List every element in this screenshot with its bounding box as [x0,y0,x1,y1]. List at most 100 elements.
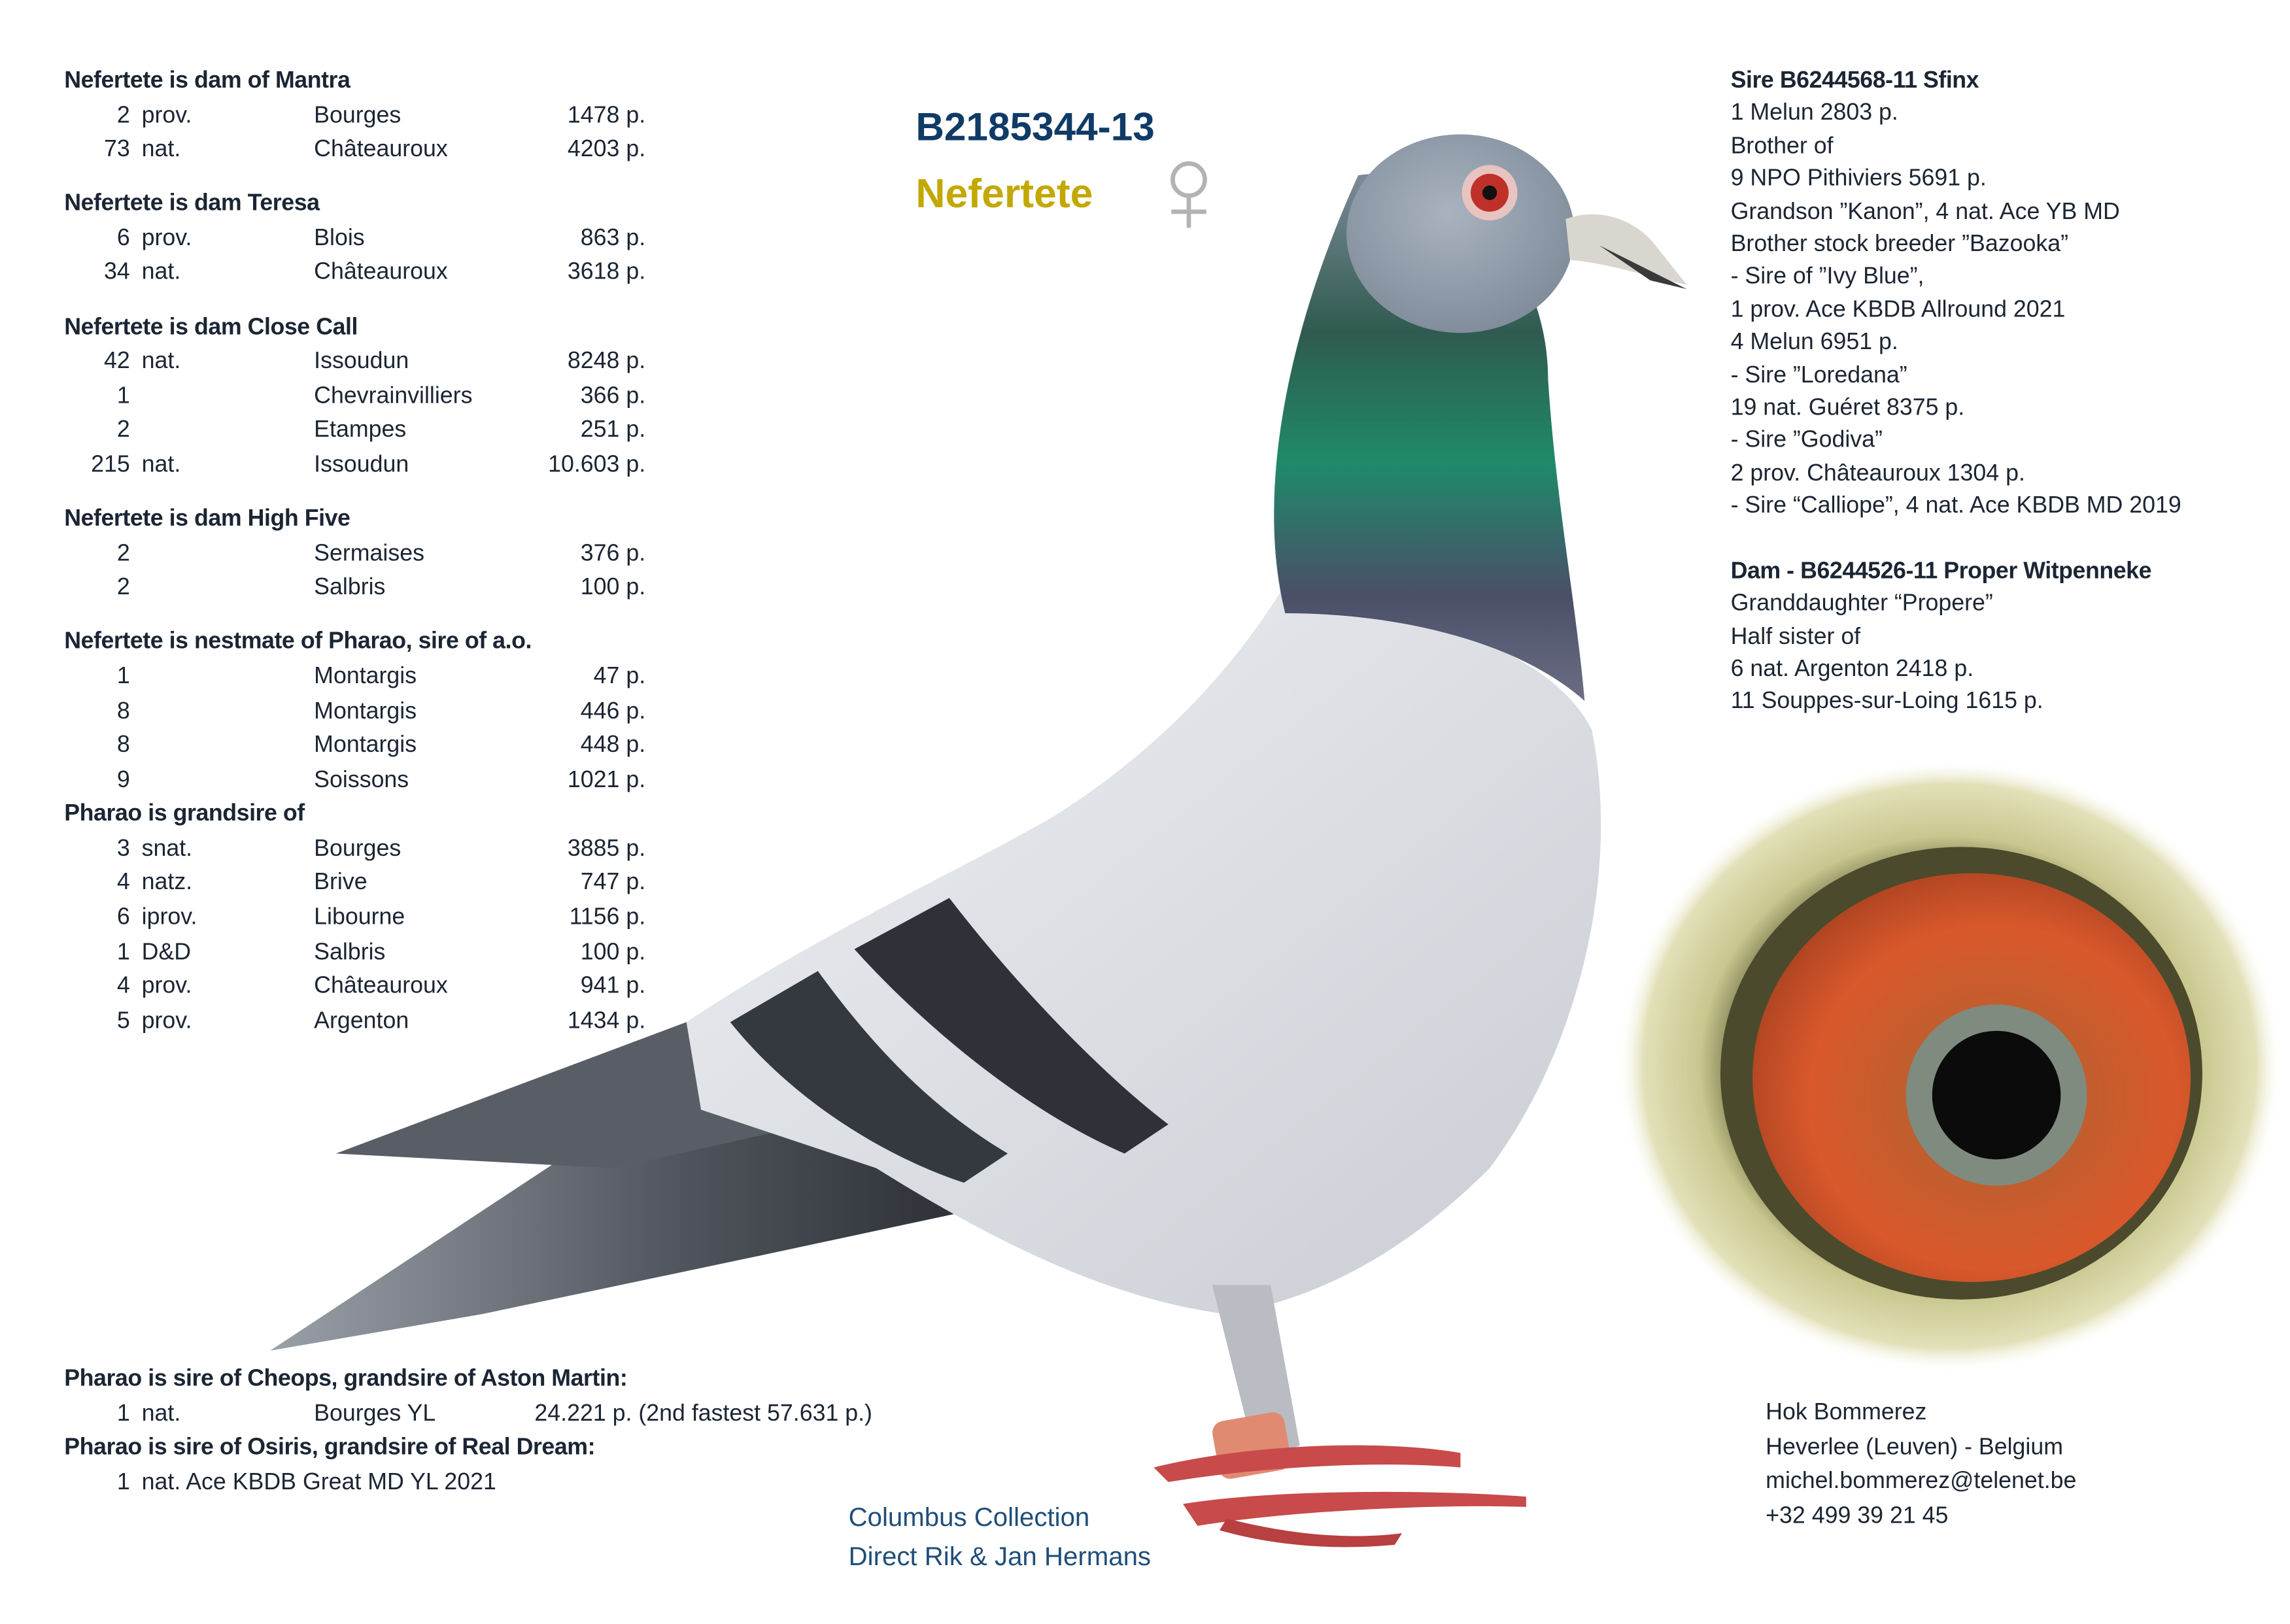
dam-line: 11 Souppes-sur-Loing 1615 p. [1730,690,2043,715]
sire-line: Brother stock breeder ”Bazooka” [1730,232,2068,257]
result-birds: 1021 p. [567,768,646,793]
result-birds: 941 p. [580,974,646,1000]
result-place: 2 [116,541,130,566]
result-birds: 251 p. [580,418,646,443]
result-type: nat. [141,1401,181,1427]
result-race: Châteauroux [314,260,448,286]
result-row: 1 Montargis 47 p. [64,660,645,694]
section-heading: Nefertete is dam of Mantra [64,68,350,93]
result-type: prov. [141,103,192,128]
sire-line: Grandson ”Kanon”, 4 nat. Ace YB MD [1730,199,2120,224]
result-place: 1 [116,664,130,689]
result-type: prov. [141,974,192,1000]
results-section: Nefertete is dam of Mantra 2 prov. Bourges 1… [64,64,645,167]
result-row: 4 natz. Brive 747 p. [64,866,645,901]
results-section: Nefertete is dam Close Call 42 nat. Issoudu… [64,311,645,482]
section-heading: Nefertete is dam Close Call [64,314,358,340]
result-place: 1 [116,1401,130,1427]
result-type: nat. [141,349,181,375]
contact-info: Hok Bommerez Heverlee (Leuven) - Belgium… [1766,1396,2076,1534]
result-birds: 863 p. [580,226,646,251]
section-heading: Nefertete is dam High Five [64,507,350,532]
sire-line: - Sire ”Godiva” [1730,428,1883,454]
result-row: 2 prov. Bourges 1478 p. [64,99,645,133]
result-race: Argenton [314,1008,409,1034]
result-place: 3 [116,836,130,862]
result-place: 1 [116,383,130,409]
parents-info: Sire B6244568-11 Sfinx 1 Melun 2803 p. Bro… [1731,66,2181,720]
result-race: Blois [314,226,365,251]
result-race: Libourne [314,905,405,930]
result-race: Châteauroux [314,974,448,1000]
result-race: Châteauroux [314,137,448,163]
result-row: 215 nat. Issoudun 10.603 p. [64,448,645,483]
result-row: 5 prov. Argenton 1434 p. [64,1004,645,1039]
result-row: 2 Etampes 251 p. [64,414,645,448]
section-heading: Pharao is sire of Osiris, grandsire of R… [64,1435,596,1461]
result-race: Issoudun [314,452,409,478]
result-row: 2 Sermaises 376 p. [64,537,645,571]
sire-line: 9 NPO Pithiviers 5691 p. [1730,166,1987,192]
result-race: Sermaises [314,541,424,566]
sire-line: 1 Melun 2803 p. [1730,101,1898,126]
ring-number: B2185344-13 [915,105,1155,149]
result-place: 1 [116,939,130,965]
results-section: Pharao is grandsire of 3 snat. Bourges 3885 … [64,798,645,1039]
results-section: Nefertete is dam Teresa 6 prov. Blois 863 p.… [64,188,645,291]
sire-line: Brother of [1730,133,1834,159]
email-link[interactable]: michel.bommerez@telenet.be [1766,1469,2077,1495]
result-row: 8 Montargis 446 p. [64,694,645,729]
sire-line: - Sire “Calliope”, 4 nat. Ace KBDB MD 20… [1730,494,2181,519]
results-section: Nefertete is nestmate of Pharao, sire of… [64,626,645,798]
result-place: 8 [116,733,130,758]
female-symbol-icon [1171,161,1207,228]
result-row: 3 snat. Bourges 3885 p. [64,832,645,867]
result-race: Bourges [314,103,402,128]
result-place: 8 [116,698,130,724]
result-place: 215 [91,452,130,478]
result-race: Brive [314,871,367,896]
section-heading: Nefertete is dam Teresa [64,192,320,217]
sire-line: 1 prov. Ace KBDB Allround 2021 [1730,297,2066,322]
result-race: Issoudun [314,349,409,375]
eye-photo [1616,759,2283,1373]
result-type: prov. [141,226,192,251]
sire-line: 2 prov. Châteauroux 1304 p. [1730,461,2025,486]
result-row: 6 prov. Blois 863 p. [64,222,645,256]
result-race: Montargis [314,733,417,758]
section-heading: Pharao is grandsire of [64,802,305,827]
result-birds: 376 p. [580,541,646,566]
result-race: Montargis [314,698,417,724]
result-row: 6 iprov. Libourne 1156 p. [64,901,645,936]
result-race: Montargis [314,664,417,689]
result-place: 2 [116,575,130,601]
result-race: Etampes [314,418,407,443]
result-type: nat. [141,260,181,286]
result-place: 5 [116,1008,130,1034]
result-birds: 100 p. [580,939,646,965]
result-race: Bourges YL [314,1401,436,1427]
result-birds: 4203 p. [567,137,646,163]
result-birds: 1478 p. [567,103,646,128]
spacer [1731,524,2181,556]
result-row: 9 Soissons 1021 p. [64,763,645,798]
result-row: 1 Chevrainvilliers 366 p. [64,379,645,414]
result-race: Soissons [314,768,409,793]
result-birds: 3885 p. [567,836,646,862]
dam-heading: Dam - B6244526-11 Proper Witpenneke [1730,559,2152,584]
result-place: 4 [116,974,130,1000]
result-place: 2 [116,418,130,443]
result-race: Salbris [314,939,386,965]
result-birds: 100 p. [580,575,646,601]
result-row: 2 Salbris 100 p. [64,571,645,606]
result-row: 8 Montargis 448 p. [64,729,645,764]
result-place: 6 [116,226,130,251]
result-race: Chevrainvilliers [314,383,473,409]
result-type: nat. [141,452,181,478]
result-race: Bourges [314,836,402,862]
sire-line: 19 nat. Guéret 8375 p. [1730,396,1965,421]
section-heading: Pharao is sire of Cheops, grandsire of A… [64,1366,628,1392]
dam-line: Half sister of [1730,624,1861,650]
result-birds: 10.603 p. [548,452,646,478]
